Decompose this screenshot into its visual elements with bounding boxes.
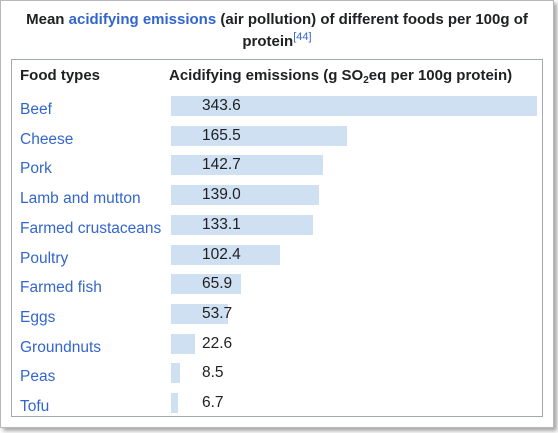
header-value-subscript: 2 bbox=[363, 75, 369, 86]
food-type-link[interactable]: Tofu bbox=[20, 398, 50, 415]
food-type-link[interactable]: Beef bbox=[20, 101, 52, 118]
emission-value: 53.7 bbox=[202, 304, 233, 322]
emission-value: 133.1 bbox=[202, 215, 241, 233]
food-type-link[interactable]: Farmed fish bbox=[20, 279, 102, 297]
table-row: Groundnuts 22.6 bbox=[12, 333, 542, 364]
food-type-link[interactable]: Peas bbox=[20, 368, 56, 386]
header-value-suffix: eq per 100g protein) bbox=[368, 67, 513, 84]
food-type-link[interactable]: Poultry bbox=[20, 249, 69, 267]
food-type-link[interactable]: Cheese bbox=[20, 130, 74, 148]
table-row: Peas 8.5 bbox=[12, 363, 542, 393]
emission-value: 139.0 bbox=[202, 186, 241, 204]
emission-bar bbox=[171, 185, 320, 206]
emission-bar bbox=[171, 393, 179, 413]
caption-suffix: (air pollution) of different foods per 1… bbox=[216, 11, 528, 50]
emission-value: 343.6 bbox=[202, 97, 241, 114]
emission-bar bbox=[171, 125, 348, 146]
emission-bar bbox=[171, 96, 537, 116]
emission-bar bbox=[171, 214, 313, 235]
emission-bar bbox=[171, 303, 229, 324]
emission-value: 6.7 bbox=[202, 394, 224, 411]
caption-prefix: Mean bbox=[26, 11, 69, 28]
table-row: Farmed crustaceans 133.1 bbox=[12, 214, 542, 245]
food-type-link[interactable]: Farmed crustaceans bbox=[20, 219, 162, 237]
emission-value: 165.5 bbox=[202, 126, 241, 144]
table-caption: Mean acidifying emissions (air pollution… bbox=[9, 9, 545, 53]
emission-value: 102.4 bbox=[202, 245, 241, 263]
emission-value: 22.6 bbox=[202, 334, 233, 352]
food-type-link[interactable]: Groundnuts bbox=[20, 338, 101, 356]
emissions-table: Food types Acidifying emissions (g SO2eq… bbox=[11, 59, 543, 417]
emission-bar bbox=[171, 363, 181, 384]
table-row: Lamb and mutton 139.0 bbox=[12, 185, 542, 215]
emission-bar bbox=[171, 244, 281, 265]
table-row: Farmed fish 65.9 bbox=[12, 274, 542, 304]
food-type-link[interactable]: Pork bbox=[20, 160, 52, 178]
emission-bar bbox=[171, 155, 323, 176]
reference-link[interactable]: [44] bbox=[293, 31, 312, 43]
food-type-link[interactable]: Eggs bbox=[20, 308, 56, 326]
table-row: Poultry 102.4 bbox=[12, 244, 542, 275]
table-row: Cheese 165.5 bbox=[12, 125, 542, 156]
table-row: Tofu 6.7 bbox=[12, 393, 542, 423]
emission-value: 65.9 bbox=[202, 275, 233, 293]
acidifying-emissions-link[interactable]: acidifying emissions bbox=[68, 11, 217, 28]
emission-value: 8.5 bbox=[202, 364, 224, 382]
table-row: Eggs 53.7 bbox=[12, 303, 542, 334]
emission-bar bbox=[171, 274, 242, 295]
emission-bar bbox=[171, 333, 196, 354]
column-header-food-types: Food types bbox=[20, 67, 101, 84]
header-value-prefix: Acidifying emissions (g SO bbox=[169, 67, 364, 84]
food-type-link[interactable]: Lamb and mutton bbox=[20, 190, 141, 208]
column-header-acidifying-emissions: Acidifying emissions (g SO2eq per 100g p… bbox=[169, 67, 513, 86]
emission-value: 142.7 bbox=[202, 156, 241, 174]
table-row: Beef 343.6 bbox=[12, 96, 542, 126]
table-row: Pork 142.7 bbox=[12, 155, 542, 185]
